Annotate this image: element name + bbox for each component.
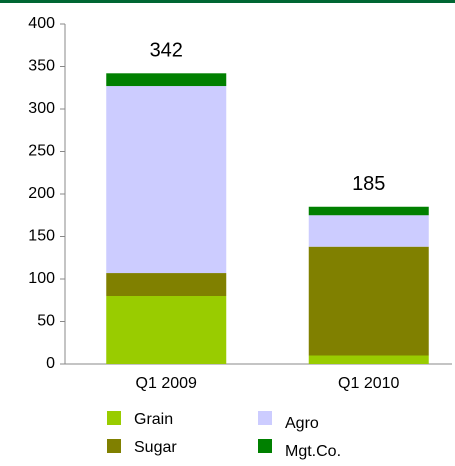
bar-segment bbox=[308, 206, 429, 216]
x-tick-label: Q1 2010 bbox=[338, 375, 399, 392]
bar-segment bbox=[308, 355, 429, 364]
bar-segment bbox=[106, 73, 227, 87]
legend-swatch bbox=[258, 411, 272, 425]
y-tick-label: 350 bbox=[28, 58, 55, 75]
y-tick-label: 100 bbox=[28, 270, 55, 287]
y-tick-label: 300 bbox=[28, 100, 55, 117]
bar-segment bbox=[308, 215, 429, 247]
bar-segment bbox=[106, 273, 227, 296]
total-label: 342 bbox=[150, 40, 183, 62]
y-tick-label: 200 bbox=[28, 185, 55, 202]
legend-swatch bbox=[107, 439, 121, 453]
total-label: 185 bbox=[352, 173, 385, 195]
y-tick-label: 50 bbox=[37, 313, 55, 330]
legend-swatch bbox=[258, 439, 272, 453]
y-tick-label: 400 bbox=[28, 15, 55, 32]
y-tick-label: 0 bbox=[46, 355, 55, 372]
legend-label: Grain bbox=[134, 411, 173, 428]
bar-segment bbox=[106, 86, 227, 274]
y-tick-label: 250 bbox=[28, 143, 55, 160]
bar-segment bbox=[106, 296, 227, 364]
y-tick-label: 150 bbox=[28, 228, 55, 245]
legend-label: Mgt.Co. bbox=[285, 443, 341, 460]
x-tick-label: Q1 2009 bbox=[136, 375, 197, 392]
legend-label: Sugar bbox=[134, 439, 177, 456]
legend-label: Agro bbox=[285, 415, 319, 432]
legend-swatch bbox=[107, 411, 121, 425]
bar-segment bbox=[308, 246, 429, 356]
